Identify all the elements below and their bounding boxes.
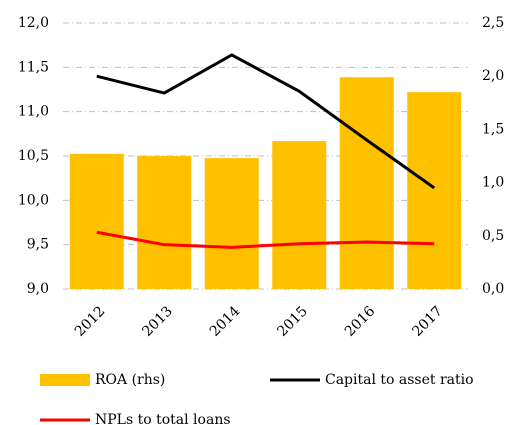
y-tick-label: 11,5 — [18, 59, 49, 75]
line — [96, 230, 435, 249]
y-tick-label: 11,0 — [18, 104, 49, 120]
y2-tick-label: 2,5 — [482, 15, 504, 31]
bar — [272, 141, 327, 289]
x-tick-label: 2014 — [207, 303, 244, 340]
x-tick-label: 2017 — [409, 303, 446, 340]
y-tick-label: 10,5 — [18, 148, 49, 164]
x-tick-label: 2012 — [72, 303, 109, 340]
y2-tick-label: 1,0 — [482, 175, 504, 191]
y-tick-label: 10,0 — [18, 192, 49, 208]
x-tick-label: 2016 — [342, 303, 379, 340]
bar — [69, 153, 124, 289]
legend-label: Capital to asset ratio — [325, 372, 474, 388]
y-tick-label: 9,0 — [27, 281, 49, 297]
legend-label: NPLs to total loans — [95, 412, 231, 425]
bar — [339, 77, 394, 289]
y-tick-label: 12,0 — [18, 15, 49, 31]
bar — [407, 92, 462, 289]
y2-tick-label: 0,5 — [482, 228, 504, 244]
y2-tick-label: 2,0 — [482, 68, 504, 84]
x-tick-label: 2015 — [274, 303, 311, 340]
y-tick-label: 9,5 — [27, 237, 49, 253]
y2-tick-label: 1,5 — [482, 121, 504, 137]
legend-label: ROA (rhs) — [95, 372, 165, 388]
bar — [137, 156, 192, 289]
legend-swatch — [40, 374, 90, 386]
bar — [204, 158, 259, 289]
y2-tick-label: 0,0 — [482, 281, 504, 297]
line — [96, 53, 436, 190]
x-tick-label: 2013 — [139, 303, 176, 340]
